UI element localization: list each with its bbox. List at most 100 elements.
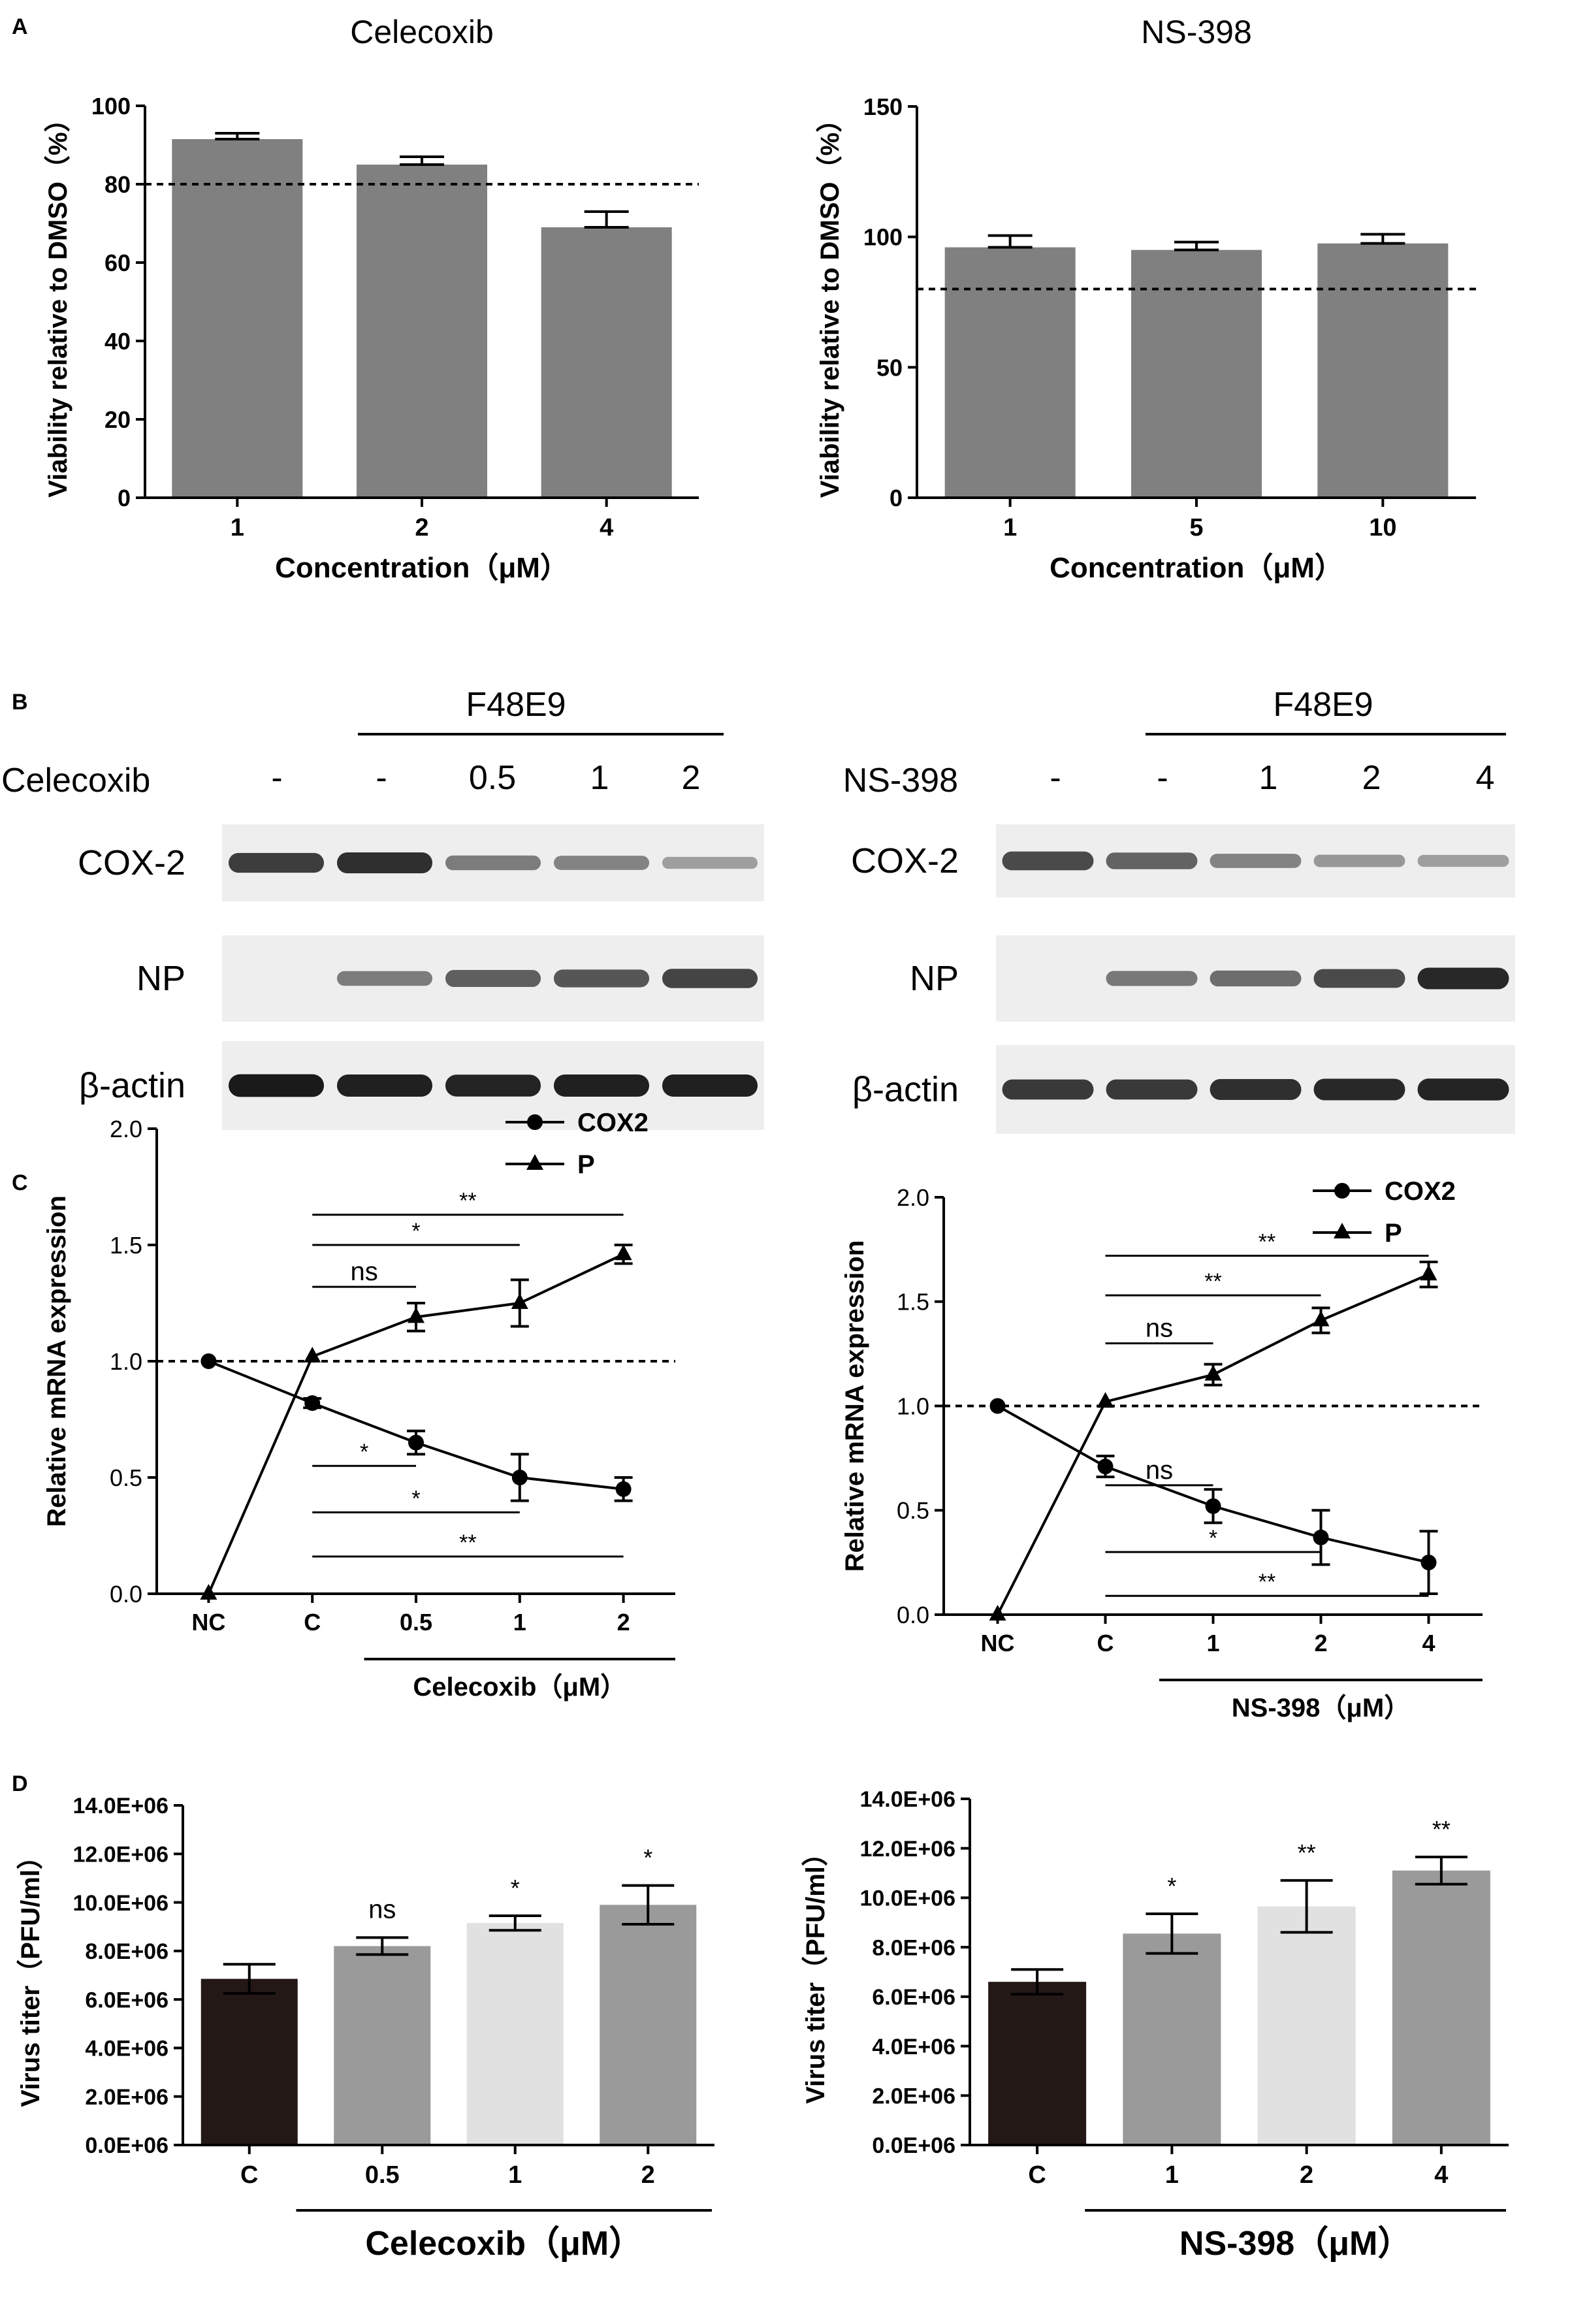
blot-band <box>553 969 650 988</box>
significance-label: * <box>511 1875 520 1901</box>
legend-label-cox2: COX2 <box>1385 1177 1456 1206</box>
x-tick-label: C <box>304 1609 321 1636</box>
data-point-cox2 <box>304 1395 321 1412</box>
blot-band <box>445 855 541 871</box>
y-tick-label: 150 <box>863 93 903 120</box>
data-point-p <box>1204 1364 1222 1381</box>
bar <box>1257 1906 1356 2145</box>
significance-label: ** <box>1259 1229 1275 1254</box>
data-point-p <box>989 1605 1006 1621</box>
x-tick-label: NC <box>981 1630 1015 1656</box>
blot-band <box>336 971 433 986</box>
significance-label: ns <box>350 1257 377 1286</box>
blot-band <box>1417 967 1509 990</box>
blot-band <box>336 852 433 874</box>
panel-label-b: B <box>12 690 28 715</box>
x-tick-label: 4 <box>1434 2161 1448 2189</box>
x-tick-label: 1 <box>513 1609 526 1636</box>
y-axis-label: Virus titer（PFU/ml） <box>801 1840 830 2104</box>
bar <box>1317 243 1449 498</box>
bar <box>466 1923 564 2145</box>
y-tick-label: 50 <box>876 354 903 381</box>
significance-label: * <box>360 1440 368 1464</box>
y-tick-label: 20 <box>104 406 131 433</box>
y-tick-label: 14.0E+06 <box>859 1787 955 1812</box>
significance-label: * <box>411 1219 420 1244</box>
chart-title: NS-398 <box>1141 14 1252 50</box>
data-point-cox2 <box>989 1398 1006 1414</box>
y-tick-label: 40 <box>104 328 131 355</box>
panel-label-d: D <box>12 1771 28 1796</box>
y-tick-label: 2.0E+06 <box>85 2085 168 2110</box>
y-tick-label: 8.0E+06 <box>872 1935 955 1960</box>
x-tick-label: NC <box>191 1609 225 1636</box>
panel-label-a: A <box>12 14 28 39</box>
blot-band <box>1210 854 1302 868</box>
y-tick-label: 0.0 <box>110 1581 142 1607</box>
data-point-cox2 <box>1205 1498 1221 1514</box>
significance-label: ** <box>459 1530 476 1555</box>
x-tick-label: 2 <box>415 514 428 541</box>
blot-band <box>445 969 541 988</box>
y-tick-label: 0 <box>118 485 131 511</box>
significance-label: * <box>1167 1873 1176 1899</box>
bar <box>944 247 1076 498</box>
blot-band <box>1313 854 1405 867</box>
blot-band <box>662 856 758 869</box>
x-tick-label: 10 <box>1369 514 1396 541</box>
blot-band <box>445 1074 541 1097</box>
significance-label: ** <box>1298 1839 1316 1866</box>
y-tick-label: 2.0 <box>897 1184 929 1211</box>
significance-label: * <box>411 1486 420 1511</box>
blot-row-label: β-actin <box>852 1070 959 1109</box>
blot-drug-label: NS-398 <box>843 762 958 799</box>
blot-row-label: NP <box>910 959 959 998</box>
blot-header: F48E9 <box>466 686 566 724</box>
significance-label: ns <box>368 1895 396 1924</box>
y-tick-label: 2.0 <box>110 1116 142 1142</box>
data-point-cox2 <box>511 1470 528 1485</box>
blot-band <box>1106 1079 1198 1100</box>
x-tick-label: 1 <box>1206 1630 1219 1656</box>
y-tick-label: 14.0E+06 <box>72 1794 168 1818</box>
data-point-p <box>200 1584 217 1600</box>
blot-band <box>1210 1078 1302 1101</box>
blot-drug-label: Celecoxib <box>1 762 150 799</box>
data-point-p <box>1420 1265 1437 1281</box>
x-tick-label: 4 <box>1422 1630 1435 1656</box>
significance-label: ** <box>1259 1570 1275 1594</box>
blot-band <box>1002 851 1094 871</box>
y-tick-label: 0.5 <box>110 1464 142 1491</box>
data-point-p <box>304 1346 321 1363</box>
blot-lane-label: 0.5 <box>469 759 516 797</box>
y-tick-label: 100 <box>91 93 131 120</box>
y-tick-label: 60 <box>104 250 131 276</box>
bar <box>357 165 487 498</box>
blot-band <box>228 852 325 873</box>
significance-label: * <box>1209 1526 1217 1551</box>
blot-band <box>1313 969 1405 988</box>
x-tick-label: 1 <box>231 514 244 541</box>
y-axis-label: Relative mRNA expression <box>42 1195 71 1527</box>
y-axis-label: Relative mRNA expression <box>841 1240 869 1572</box>
significance-label: ns <box>1146 1456 1173 1485</box>
bar <box>334 1946 431 2145</box>
blot-row-label: COX-2 <box>78 843 185 882</box>
blot-band <box>662 1074 758 1097</box>
blot-b2: F48E9 NS-398 - - 1 2 4 COX-2 NP β-actin <box>843 686 1515 1134</box>
legend-label-p: P <box>577 1150 595 1179</box>
blot-band <box>1417 854 1509 867</box>
blot-band <box>1106 971 1198 986</box>
blot-row-label: β-actin <box>79 1066 185 1105</box>
group-label: Celecoxib（μM） <box>365 2225 643 2263</box>
series-line-p <box>996 1273 1430 1615</box>
blot-lane-label: 2 <box>1362 759 1381 797</box>
y-tick-label: 2.0E+06 <box>872 2084 955 2109</box>
y-tick-label: 10.0E+06 <box>72 1891 168 1916</box>
y-tick-label: 1.5 <box>897 1289 929 1315</box>
bar <box>1131 250 1262 498</box>
y-tick-label: 4.0E+06 <box>85 2037 168 2061</box>
bar <box>1123 1933 1221 2145</box>
x-tick-label: C <box>1097 1630 1114 1656</box>
y-tick-label: 12.0E+06 <box>72 1843 168 1867</box>
